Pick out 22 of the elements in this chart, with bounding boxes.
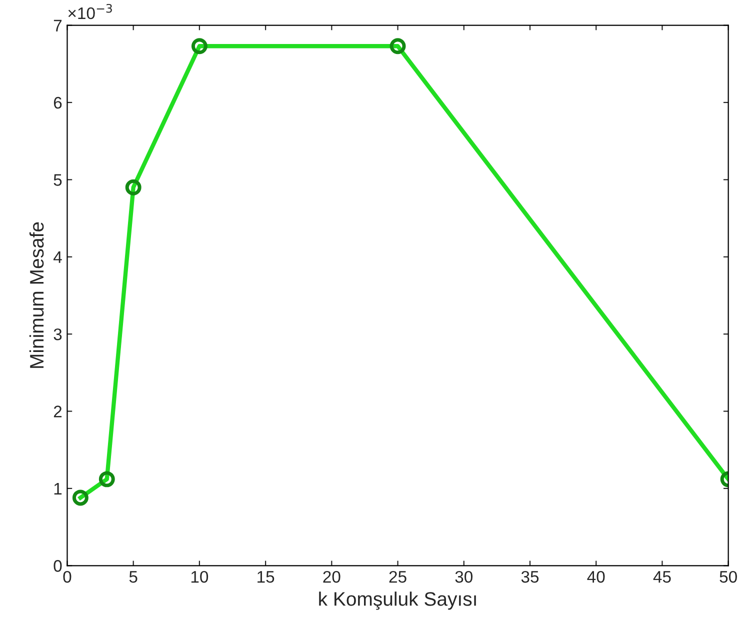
y-tick-label: 7 [54, 20, 62, 32]
y-axis-title: Minimum Mesafe [29, 222, 44, 368]
x-tick-label: 40 [587, 570, 605, 583]
y-tick-label: 6 [54, 96, 62, 109]
y-tick-label: 3 [54, 328, 62, 340]
y-tick-label: 4 [53, 251, 62, 263]
y-tick-label: 2 [54, 406, 62, 418]
text: ×10$^{−3}$ [68, 4, 112, 20]
x-tick-label: 25 [389, 570, 406, 583]
x-tick-label: 10 [191, 570, 208, 583]
x-tick-label: 0 [63, 570, 72, 583]
y-tick-label: 1 [54, 483, 62, 494]
x-tick-label: 30 [455, 570, 473, 583]
y-tick-label: 5 [54, 174, 62, 186]
x-tick-label: 45 [653, 571, 671, 583]
x-tick-label: 15 [258, 571, 274, 583]
x-tick-label: 20 [323, 570, 340, 583]
y-tick-label: 0 [54, 560, 62, 572]
x-axis-title: k Komşuluk Sayısı [319, 592, 476, 610]
x-tick-label: 35 [521, 570, 539, 583]
x-tick-label: 5 [129, 571, 138, 583]
x-tick-label: 50 [720, 570, 737, 583]
